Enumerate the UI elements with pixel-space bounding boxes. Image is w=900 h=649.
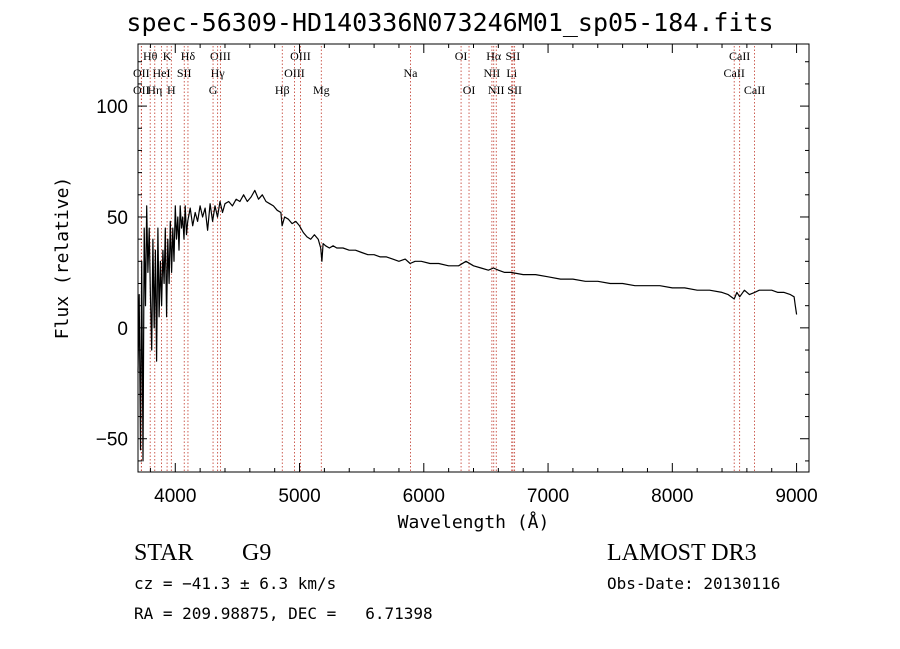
redshift-info: cz = −41.3 ± 6.3 km/s (134, 574, 337, 593)
line-marker-label: OII (133, 66, 150, 80)
line-marker-label: OI (455, 49, 468, 63)
y-tick-label: 0 (117, 319, 128, 340)
line-marker-label: H (167, 83, 176, 97)
y-tick-label: 100 (96, 97, 128, 118)
line-marker-label: Hη (147, 83, 162, 97)
object-subclass: G9 (242, 540, 272, 566)
line-marker-label: Hβ (275, 83, 290, 97)
x-axis-label: Wavelength (Å) (398, 511, 550, 533)
plot-frame (137, 43, 810, 473)
y-tick-label: 50 (107, 208, 128, 229)
line-marker-label: Hα (486, 49, 502, 63)
y-axis-label: Flux (relative) (52, 177, 73, 340)
x-tick-label: 6000 (403, 486, 445, 507)
x-tick-label: 5000 (278, 486, 320, 507)
line-marker-label: OIII (210, 49, 231, 63)
x-tick-label: 4000 (154, 486, 196, 507)
line-marker-label: SII (506, 49, 521, 63)
y-tick-label: −50 (96, 430, 128, 451)
line-marker-label: OIII (290, 49, 311, 63)
line-marker-label: SII (507, 83, 522, 97)
line-marker-label: CaII (729, 49, 750, 63)
line-marker-label: SII (177, 66, 192, 80)
x-tick-label: 8000 (651, 486, 693, 507)
line-marker-label: G (209, 83, 218, 97)
line-marker-label: K (163, 49, 172, 63)
line-marker-label: OII (133, 83, 150, 97)
line-marker-label: NII (484, 66, 501, 80)
line-marker-label: CaII (724, 66, 745, 80)
chart-title: spec-56309-HD140336N073246M01_sp05-184.f… (126, 8, 774, 37)
line-marker-label: CaII (744, 83, 765, 97)
line-marker-label: Hγ (211, 66, 226, 80)
line-marker-label: OIII (284, 66, 305, 80)
survey-label: LAMOST DR3 (607, 540, 757, 566)
line-marker-label: Mg (313, 83, 330, 97)
line-marker-label: OI (463, 83, 476, 97)
line-marker-label: Hδ (181, 49, 196, 63)
line-marker-label: Hθ (143, 49, 158, 63)
line-marker-label: Li (506, 66, 517, 80)
ra-dec: RA = 209.98875, DEC = 6.71398 (134, 604, 433, 623)
line-marker-label: NII (488, 83, 505, 97)
x-tick-label: 9000 (775, 486, 817, 507)
object-class: STAR (134, 540, 194, 566)
obs-date: Obs-Date: 20130116 (607, 574, 781, 593)
x-tick-label: 7000 (527, 486, 569, 507)
spectrum-line (137, 189, 798, 462)
line-marker-label: Na (404, 66, 419, 80)
line-marker-label: HeI (152, 66, 170, 80)
